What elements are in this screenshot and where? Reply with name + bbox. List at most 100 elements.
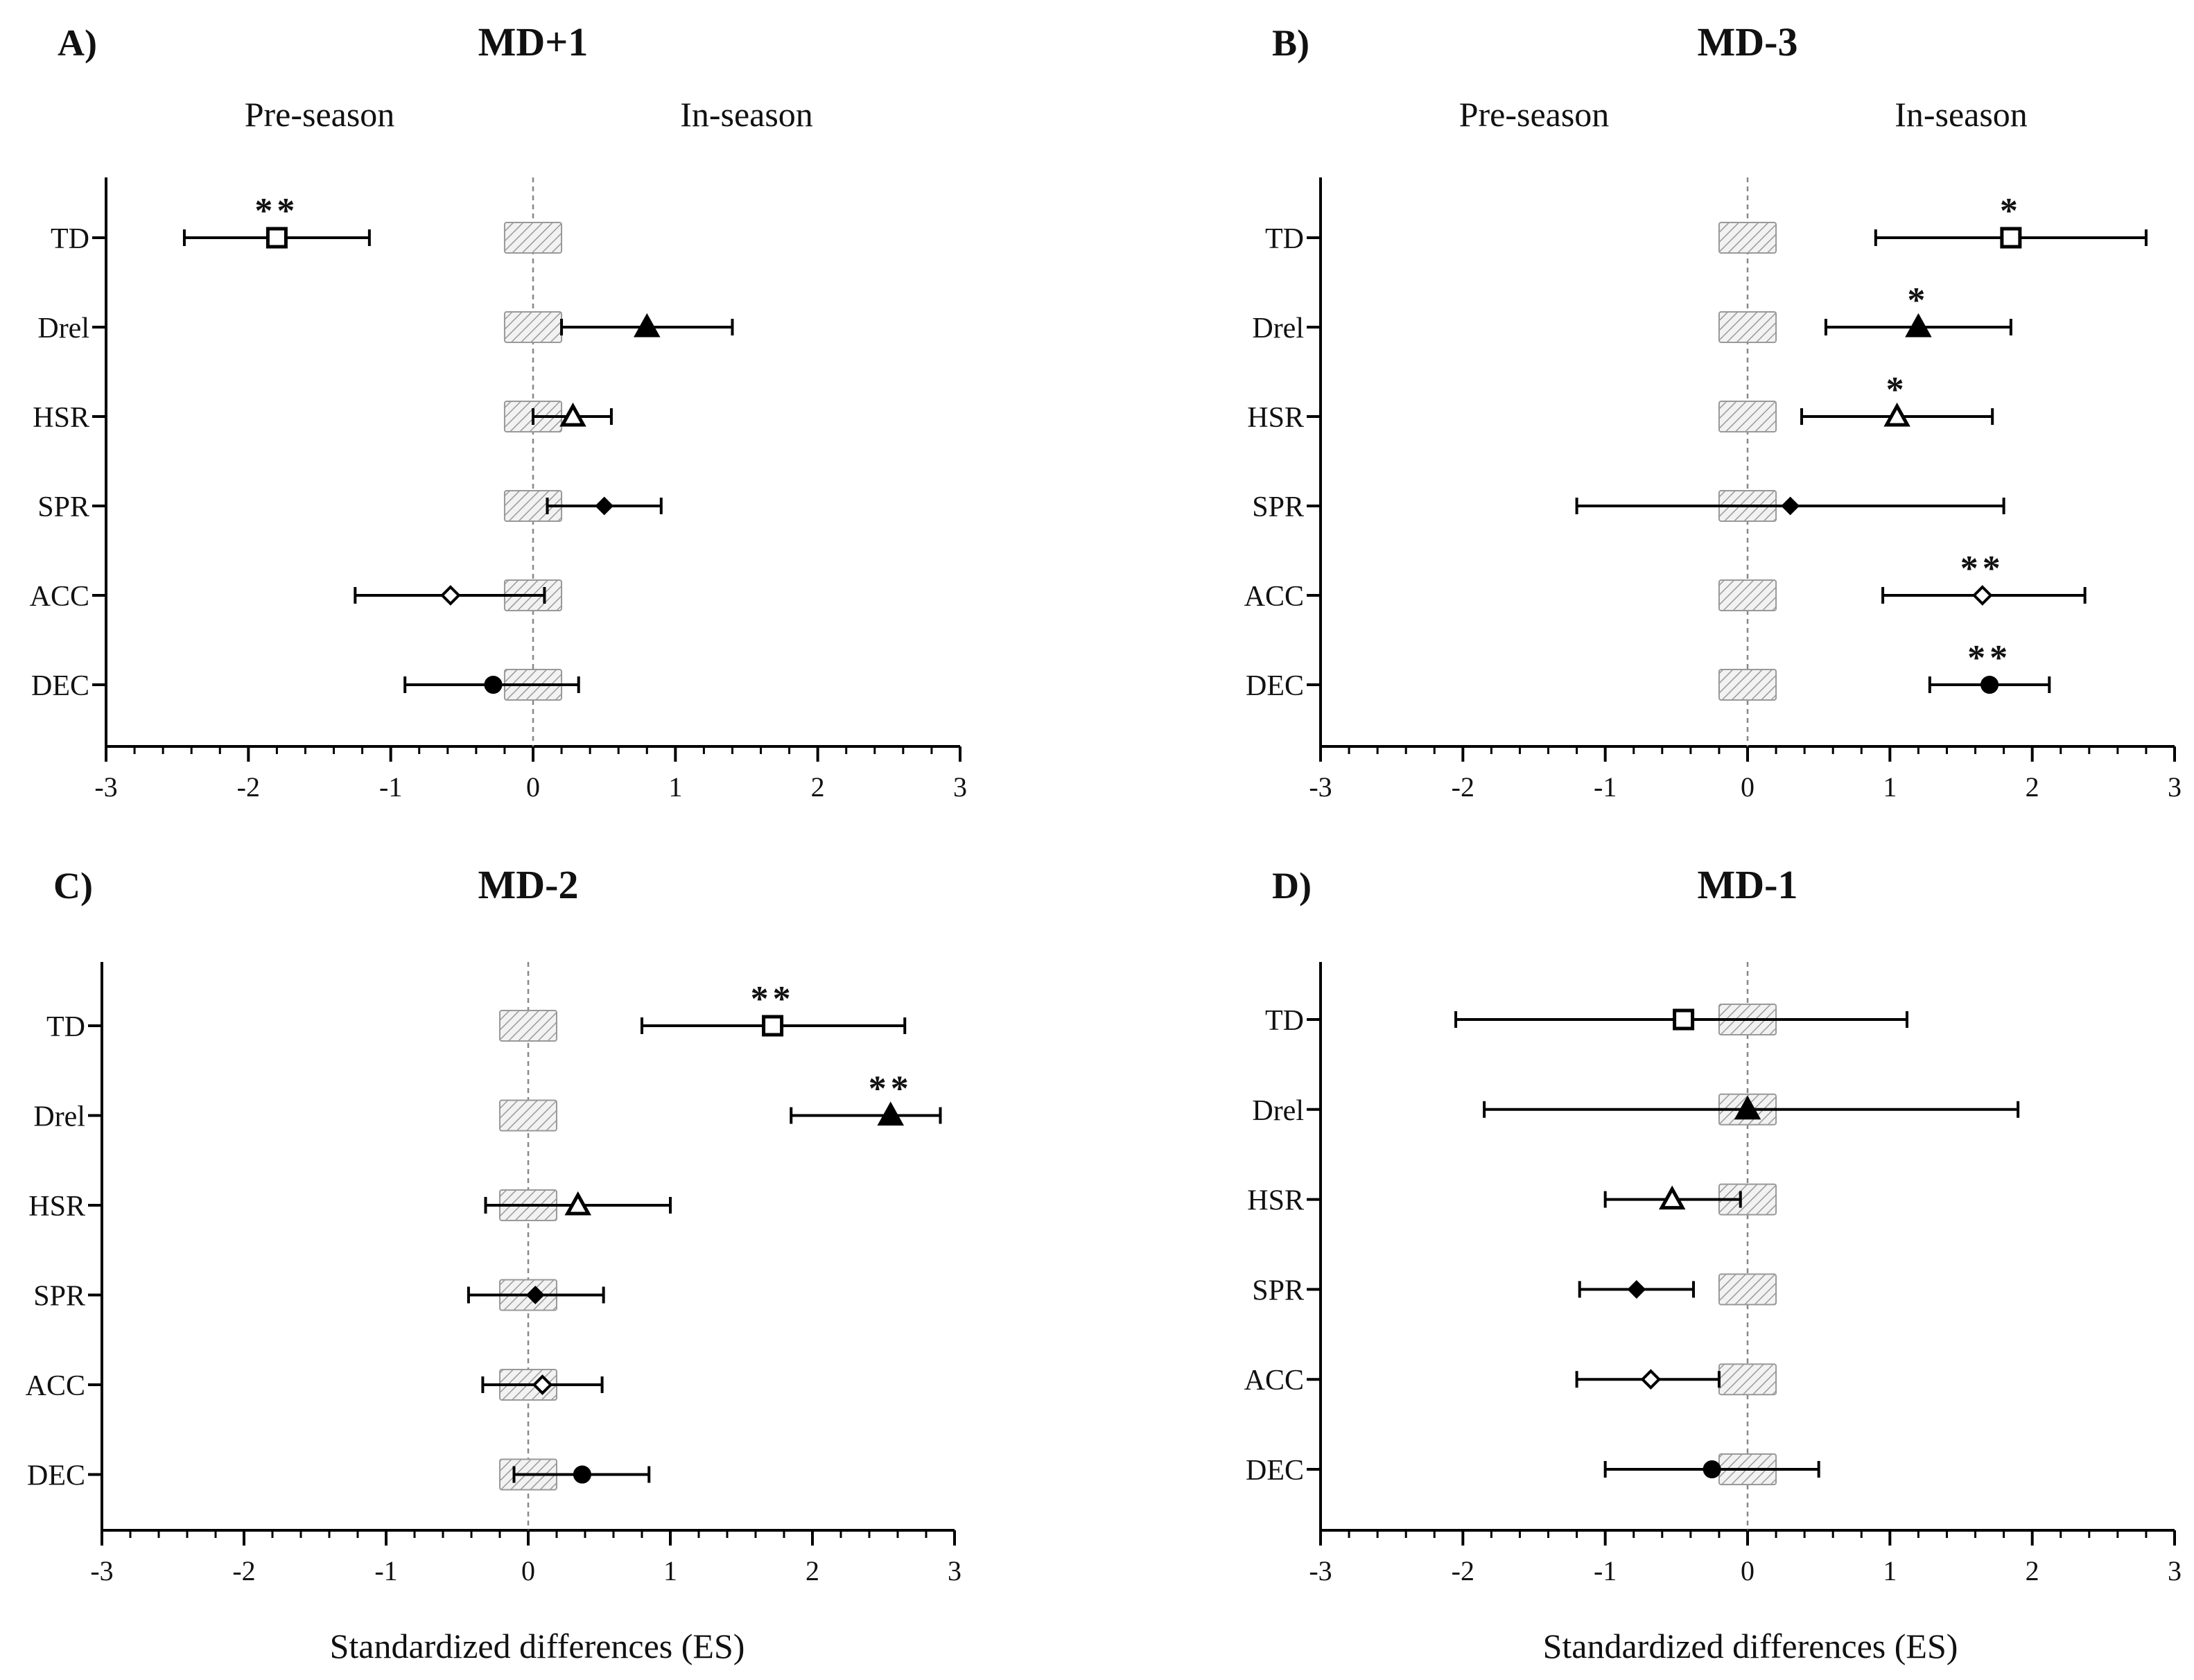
- x-tick-label: -2: [1452, 1555, 1474, 1586]
- header-pre-season: Pre-season: [1459, 95, 1610, 134]
- significance-marker: *: [1907, 281, 1929, 320]
- category-label-td: TD: [51, 223, 89, 255]
- panel-letter: A): [58, 22, 97, 64]
- es-marker-drel: [1905, 313, 1932, 338]
- category-label-acc: ACC: [30, 581, 89, 613]
- x-tick-label: -1: [1594, 771, 1617, 803]
- trivial-band: [499, 1010, 557, 1042]
- trivial-band: [503, 311, 563, 343]
- panel-title: MD-2: [478, 862, 579, 907]
- category-label-hsr: HSR: [28, 1191, 85, 1223]
- category-label-acc: ACC: [26, 1370, 85, 1402]
- x-tick-label: -1: [1594, 1555, 1617, 1586]
- x-tick-label: -1: [379, 771, 402, 803]
- panel-title: MD+1: [478, 19, 589, 64]
- category-label-drel: Drel: [1252, 1095, 1304, 1127]
- category-label-hsr: HSR: [1247, 1185, 1304, 1217]
- trivial-band: [1718, 579, 1777, 611]
- forest-panel-b: B) MD-3 Pre-season In-season -3 -2 -1 0 1 2 3 TD * Dr…: [1244, 19, 2182, 803]
- significance-marker: **: [751, 979, 795, 1019]
- x-axis-label-left: Standardized differences (ES): [330, 1627, 745, 1665]
- x-axis-label-right: Standardized differences (ES): [1543, 1627, 1958, 1665]
- es-marker-hsr: [564, 1191, 591, 1216]
- x-tick-label: -3: [1309, 1555, 1332, 1586]
- significance-marker: **: [1960, 549, 2005, 588]
- category-label-acc: ACC: [1244, 581, 1304, 613]
- trivial-band: [1718, 1273, 1777, 1306]
- es-marker-spr: [525, 1286, 545, 1304]
- es-marker-dec: [1703, 1460, 1721, 1478]
- category-label-acc: ACC: [1244, 1365, 1304, 1397]
- category-label-td: TD: [1265, 223, 1304, 255]
- x-tick-label: -3: [94, 771, 117, 803]
- category-label-dec: DEC: [31, 670, 89, 702]
- es-marker-acc: [1640, 1369, 1662, 1390]
- x-tick-label: 3: [948, 1555, 961, 1586]
- category-label-dec: DEC: [1246, 670, 1304, 702]
- significance-marker: **: [869, 1069, 913, 1109]
- forest-panel-d: D) MD-1 -3 -2 -1 0 1 2 3 TD Drel HSR SPR ACC DEC: [1244, 862, 2182, 1586]
- es-marker-td: [1673, 1008, 1695, 1031]
- category-label-spr: SPR: [1252, 1275, 1304, 1306]
- x-tick-label: 1: [668, 771, 682, 803]
- category-label-hsr: HSR: [33, 402, 89, 434]
- panel-title: MD-1: [1698, 862, 1798, 907]
- es-marker-spr: [1627, 1279, 1646, 1299]
- category-label-drel: Drel: [1252, 313, 1304, 344]
- es-marker-hsr: [1658, 1185, 1686, 1210]
- x-tick-label: -3: [90, 1555, 113, 1586]
- es-marker-td: [762, 1015, 784, 1037]
- x-tick-label: 2: [811, 771, 825, 803]
- es-marker-acc: [1971, 585, 1993, 606]
- x-tick-label: 2: [2026, 1555, 2039, 1586]
- es-marker-dec: [484, 676, 503, 694]
- x-tick-label: 2: [806, 1555, 819, 1586]
- x-tick-label: 0: [526, 771, 540, 803]
- x-tick-label: 3: [2168, 771, 2182, 803]
- es-marker-acc: [440, 585, 461, 606]
- x-tick-label: 0: [1741, 1555, 1755, 1586]
- x-tick-label: 2: [2026, 771, 2039, 803]
- category-label-drel: Drel: [37, 313, 89, 344]
- trivial-band: [1718, 311, 1777, 343]
- forest-panel-a: A) MD+1 Pre-season In-season -3 -2 -1 0 1 2 3 TD ** D…: [30, 19, 967, 803]
- es-marker-drel: [877, 1101, 904, 1126]
- es-marker-spr: [595, 496, 614, 516]
- category-label-td: TD: [46, 1011, 85, 1043]
- es-marker-hsr: [559, 402, 586, 427]
- x-tick-label: 1: [663, 1555, 677, 1586]
- category-label-td: TD: [1265, 1005, 1304, 1037]
- es-marker-hsr: [1883, 402, 1910, 427]
- es-marker-dec: [1980, 676, 1999, 694]
- significance-marker: **: [1967, 638, 2012, 678]
- panel-letter: B): [1272, 22, 1309, 64]
- x-tick-label: -2: [232, 1555, 255, 1586]
- x-tick-label: 0: [521, 1555, 535, 1586]
- category-label-spr: SPR: [33, 1281, 85, 1313]
- x-tick-label: 3: [2168, 1555, 2182, 1586]
- trivial-band: [1718, 401, 1777, 432]
- trivial-band: [1718, 669, 1777, 701]
- trivial-band: [503, 222, 563, 254]
- forest-panel-c: C) MD-2 -3 -2 -1 0 1 2 3 TD ** Drel ** HSR SPR ACC DEC: [26, 862, 961, 1586]
- es-marker-acc: [532, 1374, 553, 1395]
- significance-marker: **: [254, 191, 299, 231]
- category-label-hsr: HSR: [1247, 402, 1304, 434]
- x-tick-label: 0: [1741, 771, 1755, 803]
- es-marker-td: [2000, 227, 2022, 249]
- es-marker-dec: [573, 1465, 591, 1484]
- x-tick-label: -2: [237, 771, 260, 803]
- trivial-band: [1718, 222, 1777, 254]
- significance-marker: *: [1886, 370, 1908, 410]
- es-marker-td: [265, 227, 288, 249]
- trivial-band: [499, 1099, 557, 1132]
- x-tick-label: 1: [1883, 771, 1897, 803]
- header-in-season: In-season: [680, 95, 813, 134]
- category-label-spr: SPR: [1252, 491, 1304, 523]
- category-label-drel: Drel: [33, 1101, 85, 1133]
- x-tick-label: 3: [953, 771, 967, 803]
- header-in-season: In-season: [1895, 95, 2028, 134]
- panel-letter: C): [53, 865, 93, 907]
- category-label-dec: DEC: [27, 1460, 85, 1492]
